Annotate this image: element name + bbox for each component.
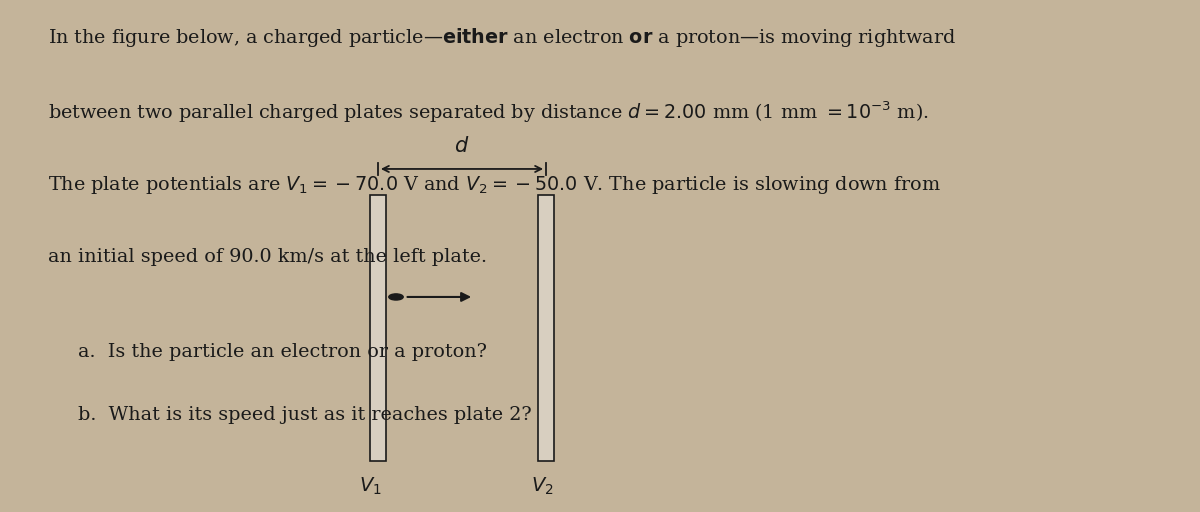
Bar [370,195,386,461]
Text: a.  Is the particle an electron or a proton?: a. Is the particle an electron or a prot… [78,343,487,361]
Bar [539,195,554,461]
Text: $V_2$: $V_2$ [532,475,553,497]
Text: b.  What is its speed just as it reaches plate 2?: b. What is its speed just as it reaches … [78,406,532,424]
Circle shape [389,294,403,300]
Text: between two parallel charged plates separated by distance $d = 2.00$ mm (1 mm $=: between two parallel charged plates sepa… [48,100,929,125]
Text: In the figure below, a charged particle—$\mathbf{either}$ an electron $\mathbf{o: In the figure below, a charged particle—… [48,26,956,49]
Text: The plate potentials are $V_1 = -70.0$ V and $V_2 = -50.0$ V. The particle is sl: The plate potentials are $V_1 = -70.0$ V… [48,174,941,196]
Text: $d$: $d$ [455,136,469,156]
Text: $V_1$: $V_1$ [360,475,382,497]
Text: an initial speed of 90.0 km/s at the left plate.: an initial speed of 90.0 km/s at the lef… [48,248,487,266]
